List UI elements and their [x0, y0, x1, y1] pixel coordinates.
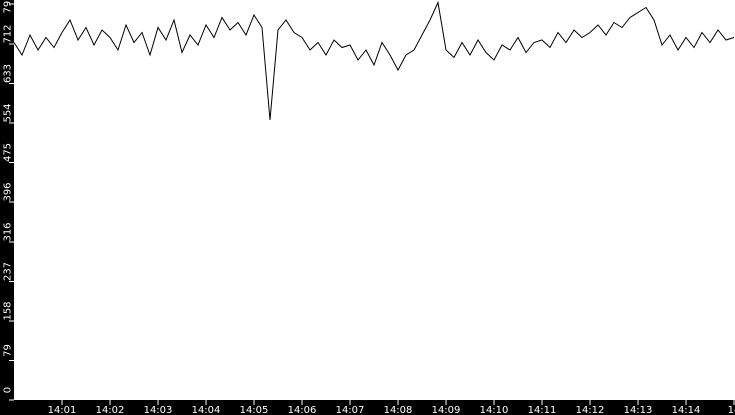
y-axis: 0 79 158 237 316 396 475 554 633 712 792 [3, 0, 14, 401]
y-tick-label: 158 [3, 301, 14, 320]
x-tick-label: 14:08 [384, 405, 413, 415]
x-tick-label: 14:02 [96, 405, 125, 415]
x-tick-label: 14:01 [48, 405, 77, 415]
plot-area [14, 0, 735, 400]
y-tick-label: 237 [3, 262, 14, 281]
y-tick-label: 633 [3, 64, 14, 83]
x-axis: 14:01 14:02 14:03 14:04 14:05 14:06 14:07 14:08… [48, 400, 735, 415]
x-axis-strip [0, 400, 735, 415]
y-tick-label: 316 [3, 222, 14, 241]
y-tick-label: 475 [3, 143, 14, 162]
x-tick-label: 14:14 [672, 405, 701, 415]
y-tick-label: 554 [3, 103, 14, 122]
x-tick-label: 14:09 [432, 405, 461, 415]
y-tick-label: 396 [3, 182, 14, 201]
y-tick-label: 0 [3, 387, 14, 393]
x-tick-label: 14:13 [624, 405, 653, 415]
x-tick-label: 14:12 [576, 405, 605, 415]
x-tick-label: 14:10 [480, 405, 509, 415]
x-tick-label: 14:11 [528, 405, 557, 415]
y-tick-label: 792 [3, 0, 14, 14]
y-axis-strip [0, 0, 14, 415]
x-tick-label: 14:05 [240, 405, 269, 415]
x-tick-label: 14 [728, 405, 735, 415]
x-tick-label: 14:03 [144, 405, 173, 415]
y-tick-label: 712 [3, 24, 14, 43]
x-tick-label: 14:07 [336, 405, 365, 415]
y-tick-label: 79 [3, 344, 14, 357]
series-line [13, 0, 735, 121]
x-tick-label: 14:06 [288, 405, 317, 415]
x-tick-label: 14:04 [192, 405, 221, 415]
